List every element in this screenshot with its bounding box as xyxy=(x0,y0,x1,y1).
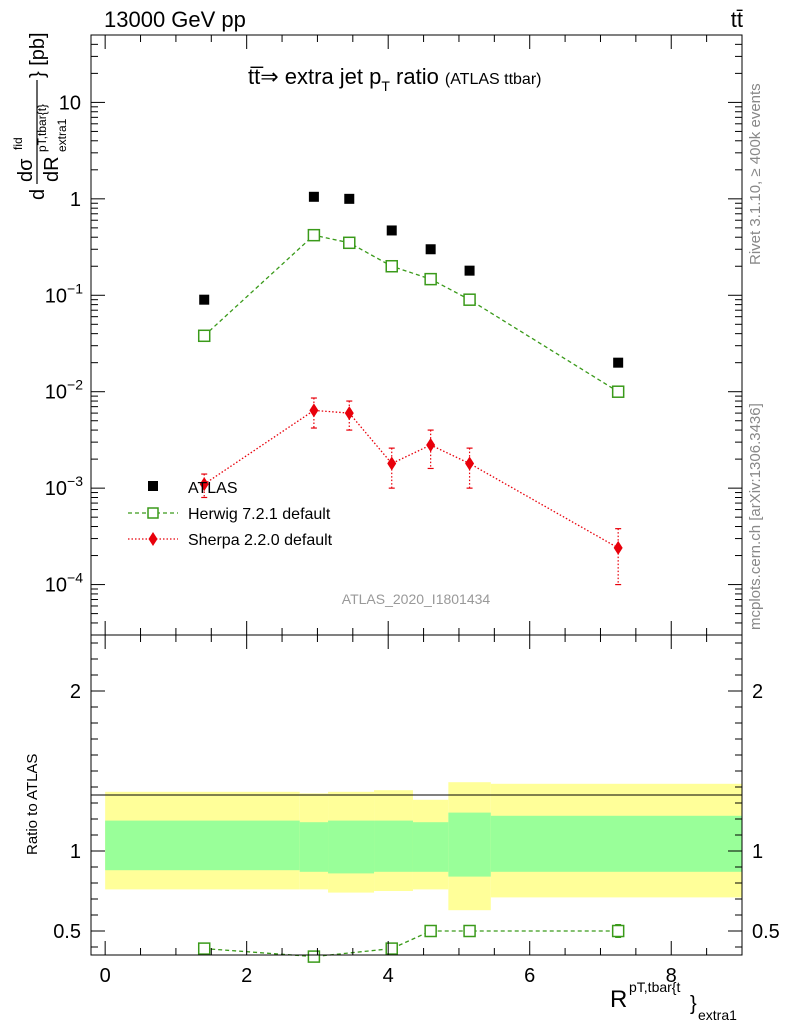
legend-atlas-label: ATLAS xyxy=(188,480,238,497)
atlas-point xyxy=(464,265,475,276)
svg-text:d: d xyxy=(27,189,49,200)
ratio-band-green xyxy=(448,812,491,877)
svg-text:}: } xyxy=(690,993,697,1015)
main-y-axis-label: d dσ fid dR pT,tbar{t} extra1 } [pb] xyxy=(11,32,69,200)
y-tick-label: 10−4 xyxy=(45,570,83,597)
y-tick-label: 10−3 xyxy=(45,473,83,500)
x-tick-label: 2 xyxy=(241,965,252,987)
x-tick-label: 0 xyxy=(100,965,111,987)
x-tick-label: 4 xyxy=(383,965,394,987)
legend-sherpa-label: Sherpa 2.2.0 default xyxy=(188,532,333,549)
herwig-line xyxy=(203,234,619,393)
main-axis-ticks: 10 1 10−1 10−2 10−3 10−4 xyxy=(45,34,743,636)
atlas-point xyxy=(425,244,436,255)
y-tick-label: 10−1 xyxy=(45,280,83,307)
svg-text:} [pb]: } [pb] xyxy=(27,32,49,78)
ratio-band-green xyxy=(105,820,300,871)
ratio-band-green xyxy=(299,822,329,872)
ratio-axis-ticks: 0.5 0.5 1 1 2 2 0 2 4 6 8 xyxy=(53,635,780,987)
svg-text:dσ: dσ xyxy=(15,158,37,182)
ratio-herwig-point xyxy=(463,924,476,938)
herwig-point xyxy=(307,228,321,242)
process-label: tt̄ xyxy=(731,7,743,32)
ratio-y-tick-label-right: 0.5 xyxy=(752,921,780,943)
atlas-point xyxy=(613,357,624,368)
ratio-herwig-point xyxy=(197,942,211,955)
energy-label: 13000 GeV pp xyxy=(104,7,246,32)
herwig-point xyxy=(424,272,437,286)
plot-title: tt̅⇒ extra jet pT ratio (ATLAS ttbar) xyxy=(248,64,541,94)
herwig-point xyxy=(197,329,211,343)
sherpa-point xyxy=(387,456,397,471)
mcplots-label: mcplots.cern.ch [arXiv:1306.3436] xyxy=(747,403,764,630)
ratio-y-tick-label: 1 xyxy=(70,841,81,863)
sherpa-point xyxy=(344,406,354,421)
x-axis-label: R pT,tbar{t } extra1 xyxy=(610,979,737,1023)
y-tick-label: 10−2 xyxy=(45,377,83,404)
ratio-y-tick-label: 2 xyxy=(70,681,81,703)
main-panel: 10 1 10−1 10−2 10−3 10−4 tt̅⇒ extra jet pT ra… xyxy=(11,32,743,636)
atlas-point xyxy=(386,225,397,236)
ratio-uncertainty-bands xyxy=(105,782,742,911)
atlas-point xyxy=(344,193,355,204)
ratio-plot-marks xyxy=(197,923,625,963)
svg-text:pT,tbar{t}: pT,tbar{t} xyxy=(35,104,49,152)
ratio-panel: 0.5 0.5 1 1 2 2 0 2 4 6 8 Ratio to ATLAS R pT,tbar… xyxy=(24,634,780,1023)
svg-text:fid: fid xyxy=(11,137,25,150)
svg-text:dR: dR xyxy=(41,156,63,182)
legend-herwig-label: Herwig 7.2.1 default xyxy=(188,506,331,523)
y-tick-label: 1 xyxy=(70,189,81,211)
sherpa-point xyxy=(199,477,209,492)
herwig-point xyxy=(463,293,476,306)
x-tick-label: 8 xyxy=(666,965,677,987)
sherpa-point xyxy=(465,456,475,471)
ratio-herwig-point xyxy=(307,950,321,963)
ratio-band-green xyxy=(490,815,742,872)
sherpa-point xyxy=(613,540,623,555)
atlas-point xyxy=(308,191,319,202)
legend-sherpa-marker xyxy=(148,532,158,546)
svg-text:extra1: extra1 xyxy=(55,118,69,152)
ratio-y-axis-label: Ratio to ATLAS xyxy=(24,754,41,855)
sherpa-point xyxy=(426,438,436,453)
ratio-band-green xyxy=(412,822,449,872)
sherpa-line xyxy=(203,409,619,549)
x-tick-label: 6 xyxy=(524,965,535,987)
herwig-point xyxy=(611,385,625,398)
herwig-point xyxy=(343,236,356,250)
herwig-point xyxy=(385,259,398,273)
atlas-point xyxy=(199,294,210,305)
analysis-id-label: ATLAS_2020_I1801434 xyxy=(342,591,491,607)
ratio-y-tick-label-right: 1 xyxy=(752,841,763,863)
main-plot-marks xyxy=(197,191,625,586)
sherpa-point xyxy=(309,403,319,418)
y-tick-label: 10 xyxy=(59,92,81,114)
ratio-herwig-point xyxy=(385,942,398,955)
svg-text:R: R xyxy=(610,986,627,1013)
ratio-panel-frame xyxy=(90,634,743,956)
ratio-herwig-point xyxy=(424,924,437,938)
ratio-herwig-point xyxy=(611,924,625,938)
ratio-y-tick-label: 0.5 xyxy=(53,921,81,943)
ratio-herwig-line xyxy=(204,930,619,958)
legend-atlas-marker xyxy=(148,481,158,491)
ratio-y-tick-label-right: 2 xyxy=(752,681,763,703)
rivet-version-label: Rivet 3.1.10, ≥ 400k events xyxy=(747,83,764,265)
legend-herwig-marker xyxy=(147,507,159,519)
ratio-band-green xyxy=(328,820,375,874)
legend: ATLAS Herwig 7.2.1 default Sherpa 2.2.0 … xyxy=(128,480,333,549)
svg-text:pT,tbar{t: pT,tbar{t xyxy=(629,979,680,995)
svg-text:extra1: extra1 xyxy=(698,1007,737,1023)
ratio-band-green xyxy=(374,820,413,872)
